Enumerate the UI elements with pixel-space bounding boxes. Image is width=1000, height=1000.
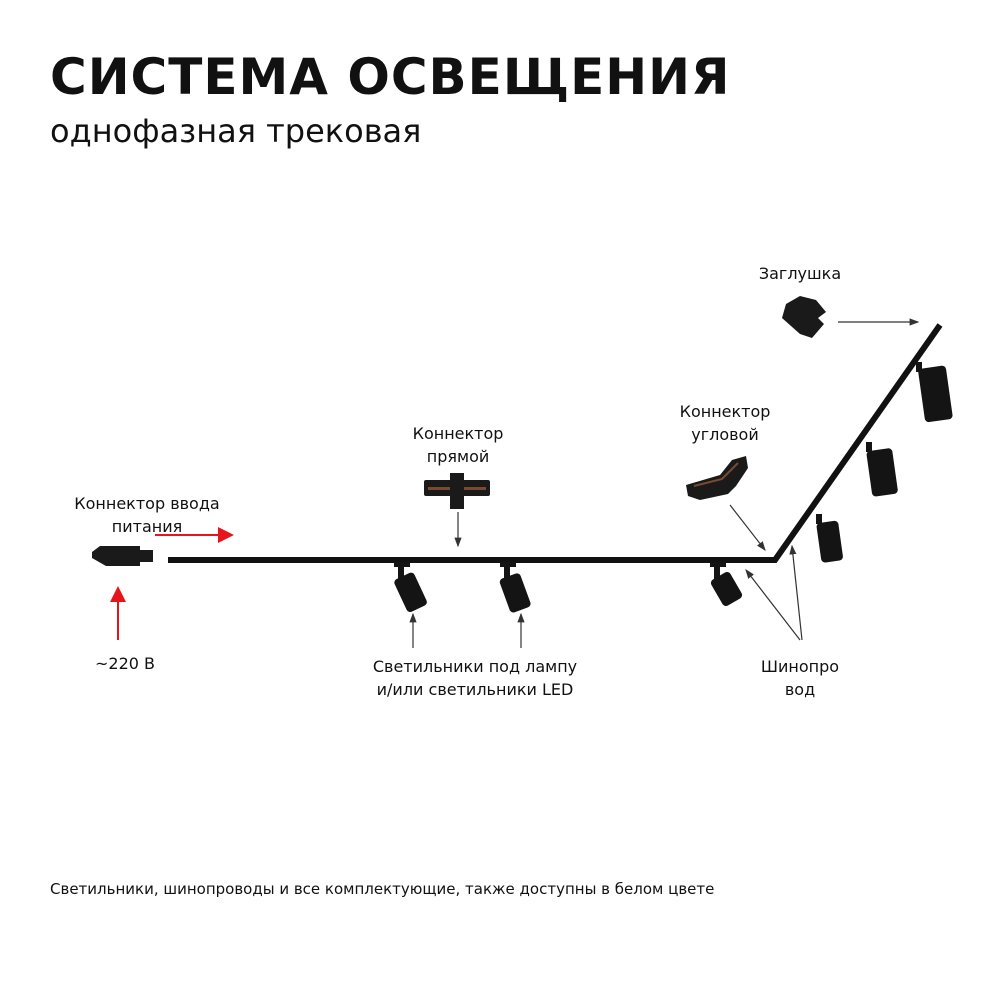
- busbar-pointer: [789, 544, 803, 641]
- voltage-label: ~220 В: [94, 654, 155, 673]
- busbar-pointer: [745, 569, 801, 641]
- page-subtitle: однофазная трековая: [50, 112, 422, 150]
- label-line: и/или светильники LED: [376, 680, 574, 699]
- corner-connector-image: [686, 456, 748, 500]
- straight-connector-image: [424, 473, 490, 509]
- end-cap-image: [782, 296, 826, 338]
- label-line: прямой: [426, 447, 490, 466]
- label-line: Шинопро: [760, 657, 840, 676]
- busbar-track: [168, 323, 943, 563]
- label-line: Коннектор: [412, 424, 504, 443]
- spotlights: [394, 362, 953, 613]
- spotlight: [710, 562, 743, 607]
- busbar-label: Шинопро вод: [750, 655, 850, 701]
- corner-connector-pointer: [729, 504, 766, 551]
- power-connector-label: Коннектор ввода питания: [57, 492, 237, 538]
- power-connector-image: [92, 546, 153, 566]
- spotlight: [866, 442, 898, 497]
- spotlight: [499, 562, 531, 613]
- luminaires-label: Светильники под лампу и/или светильники …: [345, 655, 605, 701]
- label-line: Светильники под лампу: [372, 657, 578, 676]
- label-line: угловой: [691, 425, 759, 444]
- spotlight: [916, 362, 953, 423]
- footer-note: Светильники, шинопроводы и все комплекту…: [50, 880, 715, 898]
- corner-connector-label: Коннектор угловой: [665, 400, 785, 446]
- label-line: Коннектор ввода: [74, 494, 220, 513]
- spotlight: [394, 562, 427, 612]
- label-line: вод: [784, 680, 816, 699]
- label-line: питания: [111, 517, 183, 536]
- spotlight: [816, 514, 843, 563]
- end-cap-label: Заглушка: [758, 264, 842, 283]
- label-line: Коннектор: [679, 402, 771, 421]
- page-title: СИСТЕМА ОСВЕЩЕНИЯ: [50, 48, 731, 106]
- straight-connector-label: Коннектор прямой: [398, 422, 518, 468]
